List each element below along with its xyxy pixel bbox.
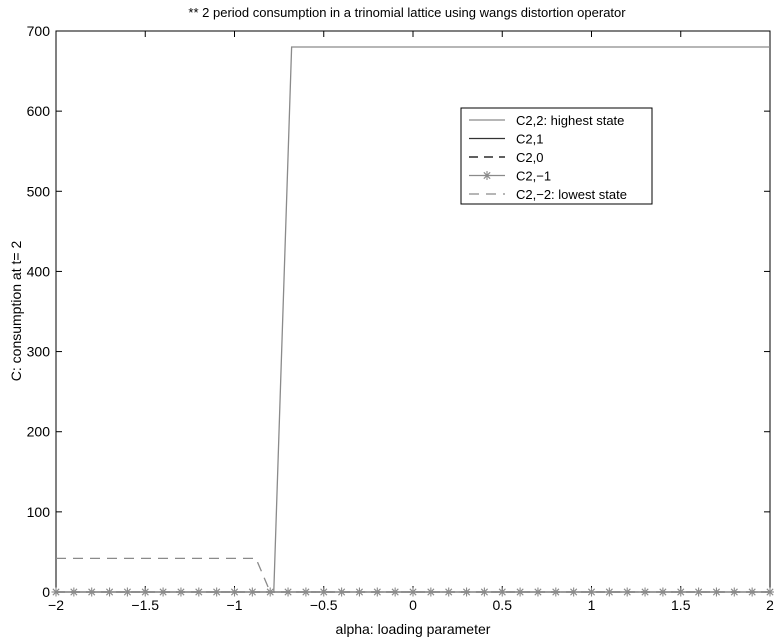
y-tick-label: 200 <box>27 424 51 440</box>
x-tick-label: 1.5 <box>671 597 691 613</box>
x-tick-label: −0.5 <box>310 597 338 613</box>
x-tick-label: −2 <box>48 597 64 613</box>
chart-title: ** 2 period consumption in a trinomial l… <box>188 5 626 20</box>
x-tick-label: 0 <box>409 597 417 613</box>
x-tick-label: 1 <box>588 597 596 613</box>
legend-label: C2,−1 <box>516 169 551 184</box>
series-line <box>56 46 770 593</box>
y-tick-label: 400 <box>27 263 51 279</box>
x-tick-label: −1 <box>227 597 243 613</box>
legend-label: C2,1 <box>516 132 543 147</box>
series-marker <box>640 587 650 597</box>
y-tick-label: 300 <box>27 344 51 360</box>
x-tick-label: 0.5 <box>493 597 513 613</box>
legend: C2,2: highest state C2,1 C2,0 C2,−1 C2,−2: l… <box>460 107 653 205</box>
series-marker <box>515 587 525 597</box>
series-marker <box>587 587 596 597</box>
x-tick-label: −1.5 <box>131 597 159 613</box>
y-tick-label: 0 <box>42 584 50 600</box>
legend-label: C2,−2: lowest state <box>516 187 627 202</box>
x-tick-label: 2 <box>766 597 774 613</box>
legend-marker <box>482 171 492 180</box>
plot-frame <box>55 30 771 593</box>
series-marker <box>622 587 632 597</box>
y-tick-label: 600 <box>27 103 51 119</box>
y-tick-label: 500 <box>27 183 51 199</box>
y-tick-label: 100 <box>27 504 51 520</box>
legend-box <box>460 107 653 205</box>
y-axis-label: C: consumption at t= 2 <box>8 241 24 382</box>
x-axis-label: alpha: loading parameter <box>336 621 491 637</box>
series-marker <box>604 587 614 597</box>
series-layer <box>51 46 774 597</box>
legend-label: C2,2: highest state <box>516 113 624 128</box>
legend-label: C2,0 <box>516 150 543 165</box>
axis-ticks: −2 −1.5 −1 −0.5 0 0.5 1 1.5 2 0 100 200 300 400 500 600… <box>27 23 774 613</box>
y-tick-label: 700 <box>27 23 51 39</box>
